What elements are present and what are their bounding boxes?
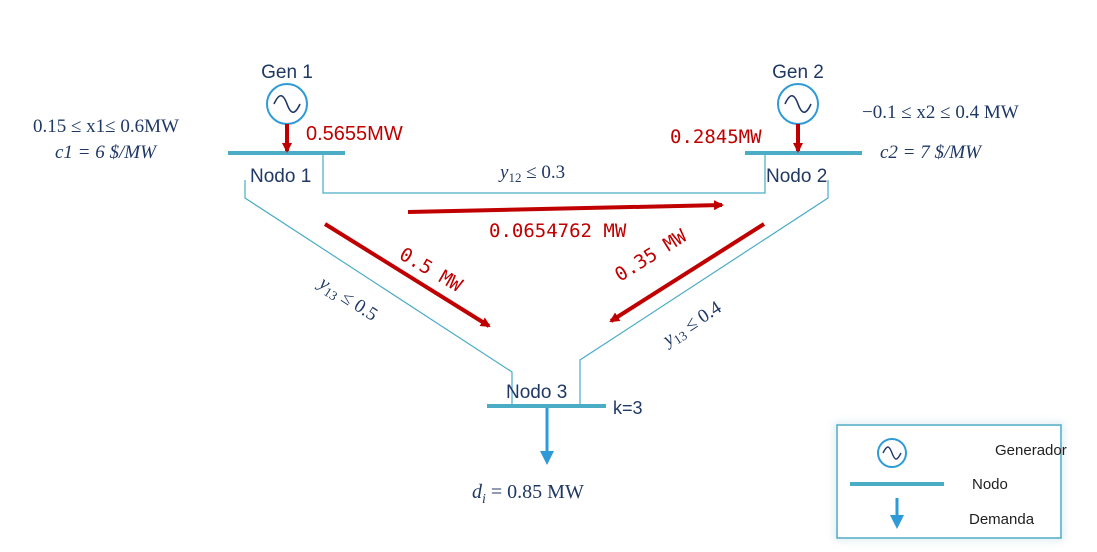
legend-demand-label: Demanda <box>969 511 1035 528</box>
gen2-limit: −0.1 ≤ x2 ≤ 0.4 MW <box>862 102 1019 123</box>
flow-1-3-arrow <box>323 222 491 328</box>
legend-box <box>836 424 1062 539</box>
line-1-2-capacity: y12 ≤ 0.3 <box>498 162 565 185</box>
gen2-label: Gen 2 <box>772 62 824 83</box>
node-2-label: Nodo 2 <box>766 166 827 187</box>
gen1-label: Gen 1 <box>261 62 313 83</box>
flow-1-2-value: 0.0654762 MW <box>489 220 627 242</box>
gen2-cost: c2 = 7 $/MW <box>880 142 983 163</box>
flow-1-2-arrow <box>407 200 724 214</box>
transmission-lines <box>244 153 829 405</box>
sine-wave-icon <box>784 94 812 114</box>
line-2-3-capacity: y13 ≤ 0.4 <box>658 297 727 353</box>
node-3-slack: k=3 <box>613 398 643 418</box>
node-1-label: Nodo 1 <box>250 166 311 187</box>
gen1-output: 0.5655MW <box>306 123 403 145</box>
legend-sine-icon <box>882 446 902 460</box>
gen1-cost: c1 = 6 $/MW <box>55 142 158 163</box>
legend-generator-label: Generador <box>995 442 1067 459</box>
demand-label: di = 0.85 MW <box>472 481 584 507</box>
legend: Generador Nodo Demanda <box>836 424 1067 539</box>
line-2-3 <box>579 180 829 405</box>
legend-node-label: Nodo <box>972 476 1008 493</box>
generator-1: Gen 1 0.5655MW <box>261 62 403 153</box>
line-1-3 <box>244 180 513 405</box>
bus-bars <box>228 151 862 408</box>
gen1-limit: 0.15 ≤ x1≤ 0.6MW <box>33 116 179 137</box>
gen2-output: 0.2845MW <box>670 126 762 148</box>
generator-2: Gen 2 0.2845MW <box>670 62 824 153</box>
node-3-label: Nodo 3 <box>506 382 567 403</box>
flow-2-3-arrow <box>609 222 766 323</box>
line-1-2 <box>322 153 766 194</box>
sine-wave-icon <box>273 94 301 114</box>
